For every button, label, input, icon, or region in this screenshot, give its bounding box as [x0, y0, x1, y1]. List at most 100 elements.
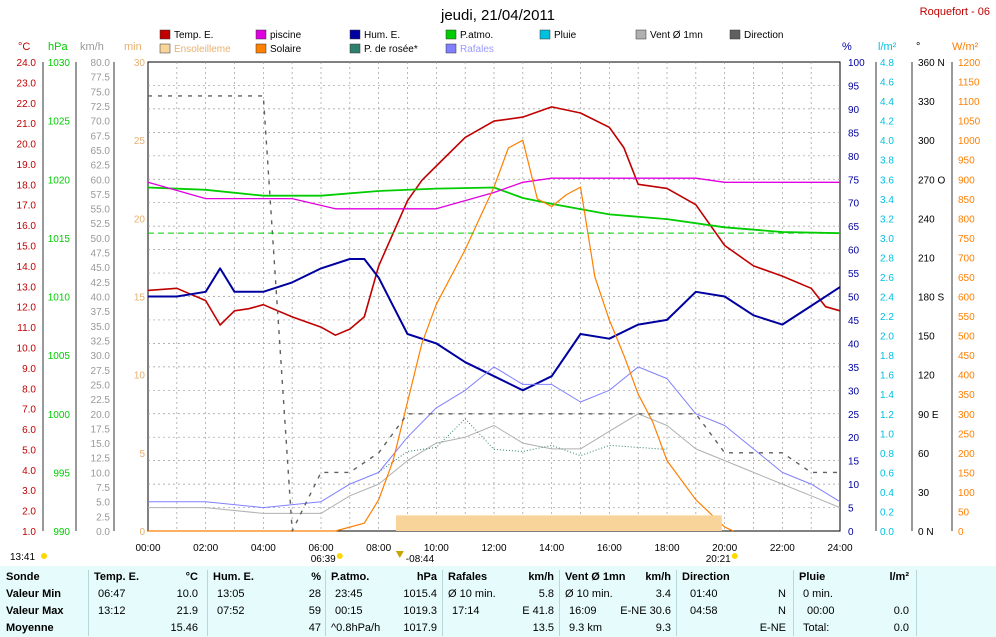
- kmh-tick: 72.5: [91, 102, 111, 113]
- temp-unit: °C: [18, 41, 30, 53]
- hum-max-time: 07:52: [217, 605, 245, 617]
- kmh-tick: 35.0: [91, 322, 111, 333]
- direction-max-time: 04:58: [690, 605, 718, 617]
- kmh-tick: 52.5: [91, 219, 111, 230]
- legend-label: Solaire: [270, 44, 302, 55]
- pct-tick: 70: [848, 199, 860, 210]
- hpa-tick: 1030: [48, 58, 71, 69]
- vent-distance: 9.3 km: [569, 622, 603, 634]
- pct-tick: 10: [848, 480, 860, 491]
- pct-tick: 65: [848, 222, 860, 233]
- lm2-tick: 1.4: [880, 390, 894, 401]
- temp-tick: 8.0: [22, 384, 36, 395]
- series-line: [147, 106, 841, 337]
- rafales-min-label: Ø 10 min.: [448, 588, 496, 600]
- vent-max-time: 16:09: [569, 605, 597, 617]
- hum-min-time: 13:05: [217, 588, 245, 600]
- pct-tick: 40: [848, 339, 860, 350]
- kmh-tick: 0.0: [96, 527, 110, 538]
- legend-swatch: [255, 43, 267, 54]
- temp-tick: 13.0: [17, 282, 37, 293]
- pct-tick: 50: [848, 293, 860, 304]
- lm2-tick: 4.6: [880, 78, 894, 89]
- lm2-tick: 4.2: [880, 117, 894, 128]
- time-tick: 20:00: [712, 543, 737, 554]
- time-tick: 24:00: [827, 543, 852, 554]
- stats-separator: [325, 570, 326, 636]
- wm2-tick: 250: [958, 429, 975, 440]
- sunshine-bar: [395, 515, 722, 531]
- kmh-tick: 70.0: [91, 117, 111, 128]
- wm2-tick: 400: [958, 371, 975, 382]
- time-tick: 22:00: [770, 543, 795, 554]
- stats-separator: [793, 570, 794, 636]
- wm2-tick: 450: [958, 351, 975, 362]
- kmh-tick: 22.5: [91, 395, 111, 406]
- wm2-tick: 900: [958, 175, 975, 186]
- wm2-tick: 1050: [958, 117, 981, 128]
- pluie-total-label: Total:: [803, 622, 830, 634]
- lm2-tick: 1.0: [880, 429, 894, 440]
- deg-tick: 30: [918, 488, 930, 499]
- sunrise-time: 06:39: [311, 554, 336, 565]
- hpa-unit: hPa: [48, 41, 68, 53]
- lm2-tick: 1.2: [880, 410, 894, 421]
- wm2-tick: 850: [958, 195, 975, 206]
- temp-tick: 2.0: [22, 507, 36, 518]
- kmh-tick: 27.5: [91, 366, 111, 377]
- plot-area: [147, 61, 841, 532]
- time-tick: 16:00: [597, 543, 622, 554]
- temp-tick: 5.0: [22, 445, 36, 456]
- legend-label: Rafales: [460, 44, 494, 55]
- legend-swatch: [349, 29, 361, 40]
- wm2-tick: 50: [958, 507, 970, 518]
- kmh-tick: 32.5: [91, 336, 111, 347]
- stats-direction-col: Direction 01:40 N 04:58 N E-NE: [682, 566, 792, 637]
- rafales-avg-value: 13.5: [532, 622, 554, 634]
- hum-avg-value: 47: [308, 622, 321, 634]
- patm-trend: ^0.8hPa/h: [331, 622, 381, 634]
- patm-min-time: 23:45: [335, 588, 363, 600]
- pct-tick: 55: [848, 269, 860, 280]
- temp-tick: 15.0: [17, 242, 37, 253]
- rafales-header: Rafales: [448, 571, 488, 583]
- legend-swatch: [445, 29, 457, 40]
- direction-min-value: N: [778, 588, 786, 600]
- pct-tick: 15: [848, 457, 860, 468]
- row-label-max: Valeur Max: [6, 605, 64, 617]
- kmh-tick: 75.0: [91, 87, 111, 98]
- wm2-unit: W/m²: [952, 41, 979, 53]
- sunset-icon: [731, 553, 738, 559]
- chart-legend: Temp. E. piscine Hum. E. P.atmo. Pluie Vent Ø…: [159, 29, 783, 55]
- stats-patm-col: P.atmo. hPa 23:45 1015.4 00:15 1019.3 ^0…: [331, 566, 441, 637]
- deg-tick: 360 N: [918, 58, 945, 69]
- legend-label: Temp. E.: [174, 30, 213, 41]
- lm2-tick: 2.8: [880, 253, 894, 264]
- statistics-panel: Sonde Valeur Min Valeur Max Moyenne Temp…: [0, 566, 996, 637]
- pct-tick: 95: [848, 81, 860, 92]
- pluie-header: Pluie: [799, 571, 826, 583]
- legend-label: P. de rosée*: [364, 44, 418, 55]
- sunrise-icon: [336, 553, 343, 559]
- legend-label: Pluie: [554, 30, 577, 41]
- weather-chart: jeudi, 21/04/2011 Roquefort - 06 Temp. E…: [10, 6, 990, 565]
- time-tick: 08:00: [366, 543, 391, 554]
- patm-max-time: 00:15: [335, 605, 363, 617]
- lm2-tick: 0.8: [880, 449, 894, 460]
- patm-header: P.atmo.: [331, 571, 370, 583]
- hpa-tick: 1010: [48, 293, 71, 304]
- temp-tick: 11.0: [17, 323, 36, 334]
- direction-max-value: N: [778, 605, 786, 617]
- hum-header: Hum. E.: [213, 571, 254, 583]
- kmh-tick: 45.0: [91, 263, 111, 274]
- legend-label: Vent Ø 1mn: [650, 30, 703, 41]
- wm2-tick: 700: [958, 253, 975, 264]
- pct-tick: 75: [848, 175, 860, 186]
- temp-max-value: 21.9: [176, 605, 198, 617]
- legend-swatch: [635, 29, 647, 40]
- legend-label: piscine: [270, 30, 302, 41]
- lm2-tick: 3.0: [880, 234, 894, 245]
- series-line: [378, 418, 668, 473]
- deg-tick: 180 S: [918, 293, 944, 304]
- kmh-tick: 7.5: [96, 483, 110, 494]
